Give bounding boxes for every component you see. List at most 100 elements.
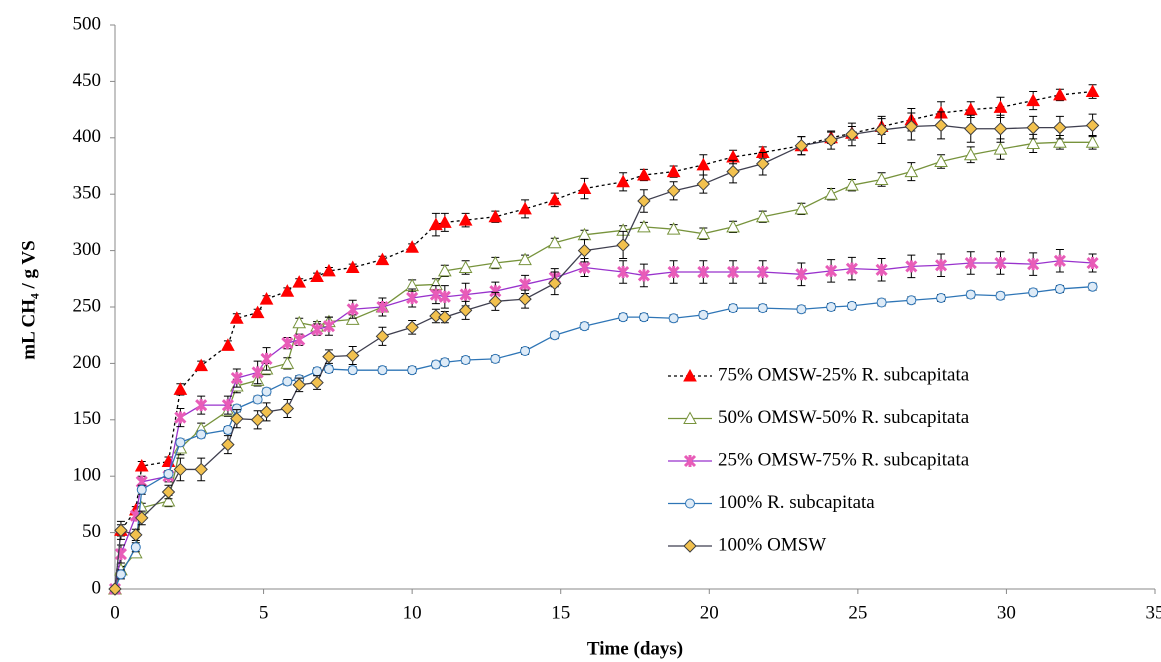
marker xyxy=(547,235,562,249)
legend-label: 100% OMSW xyxy=(718,534,826,555)
marker xyxy=(322,320,336,333)
y-tick-label: 200 xyxy=(73,352,102,373)
y-tick-label: 350 xyxy=(73,183,102,204)
marker xyxy=(666,222,681,235)
marker xyxy=(376,300,389,314)
marker xyxy=(757,303,768,314)
marker xyxy=(310,323,324,336)
marker xyxy=(964,256,977,270)
legend-marker xyxy=(683,539,697,553)
marker xyxy=(1085,135,1100,148)
marker xyxy=(874,172,889,186)
marker xyxy=(936,292,947,303)
marker xyxy=(518,292,532,306)
marker xyxy=(579,321,590,332)
marker xyxy=(876,297,887,308)
marker xyxy=(668,313,679,324)
marker xyxy=(173,382,188,395)
marker xyxy=(345,260,360,274)
marker xyxy=(547,192,562,206)
marker xyxy=(617,265,630,279)
marker xyxy=(437,215,452,228)
series-line xyxy=(114,286,1093,590)
marker xyxy=(252,394,263,405)
marker xyxy=(173,462,188,477)
marker xyxy=(280,284,295,297)
legend-marker xyxy=(683,368,697,382)
legend-label: 75% OMSW-25% R. subcapitata xyxy=(718,364,970,385)
marker xyxy=(1026,136,1041,149)
marker xyxy=(826,302,837,312)
marker xyxy=(845,262,858,275)
y-tick-label: 300 xyxy=(73,239,102,260)
y-tick-label: 100 xyxy=(73,465,102,486)
marker xyxy=(377,365,388,376)
marker xyxy=(458,260,473,274)
marker xyxy=(520,345,531,356)
marker xyxy=(1085,84,1100,98)
marker xyxy=(221,437,235,452)
y-tick-label: 50 xyxy=(82,521,101,542)
marker xyxy=(616,238,630,252)
marker xyxy=(438,290,451,303)
marker xyxy=(934,118,948,133)
marker xyxy=(905,260,918,273)
marker xyxy=(229,311,244,324)
marker xyxy=(430,359,441,370)
marker xyxy=(346,303,359,316)
marker xyxy=(323,364,334,375)
marker xyxy=(696,157,711,171)
marker xyxy=(460,355,471,366)
marker xyxy=(194,358,209,372)
marker xyxy=(405,240,419,253)
marker xyxy=(114,523,128,538)
marker xyxy=(696,177,711,191)
x-tick-label: 35 xyxy=(1146,602,1161,623)
marker xyxy=(795,268,808,281)
x-tick-label: 25 xyxy=(848,602,867,623)
marker xyxy=(1087,281,1098,292)
marker xyxy=(1085,118,1100,133)
marker xyxy=(135,511,149,525)
marker xyxy=(129,528,143,542)
marker xyxy=(666,184,681,198)
marker xyxy=(437,263,452,277)
marker xyxy=(994,256,1007,270)
marker xyxy=(1053,254,1066,267)
marker xyxy=(221,399,234,412)
x-tick-label: 15 xyxy=(551,602,570,623)
marker xyxy=(934,259,948,272)
marker xyxy=(993,100,1008,113)
marker xyxy=(310,269,324,283)
marker xyxy=(993,122,1008,136)
marker xyxy=(875,263,888,276)
marker xyxy=(934,154,948,167)
x-tick-label: 10 xyxy=(403,602,422,623)
marker xyxy=(163,468,174,479)
marker xyxy=(375,252,390,266)
marker xyxy=(292,275,307,288)
marker xyxy=(728,303,739,314)
marker xyxy=(130,542,141,553)
marker xyxy=(345,312,360,325)
marker xyxy=(458,303,473,318)
marker xyxy=(406,291,419,305)
marker xyxy=(726,164,740,179)
marker xyxy=(250,413,265,427)
marker xyxy=(108,582,122,596)
marker xyxy=(261,386,272,397)
marker xyxy=(488,294,503,309)
x-axis-title: Time (days) xyxy=(587,638,683,659)
legend-marker xyxy=(685,498,695,509)
marker xyxy=(964,122,978,136)
marker xyxy=(825,264,838,277)
marker xyxy=(134,459,149,472)
marker xyxy=(637,194,651,208)
marker xyxy=(904,119,919,134)
marker xyxy=(796,304,807,315)
marker xyxy=(458,213,473,226)
marker xyxy=(1054,283,1065,294)
legend-label: 100% R. subcapitata xyxy=(718,492,875,513)
marker xyxy=(755,209,770,223)
